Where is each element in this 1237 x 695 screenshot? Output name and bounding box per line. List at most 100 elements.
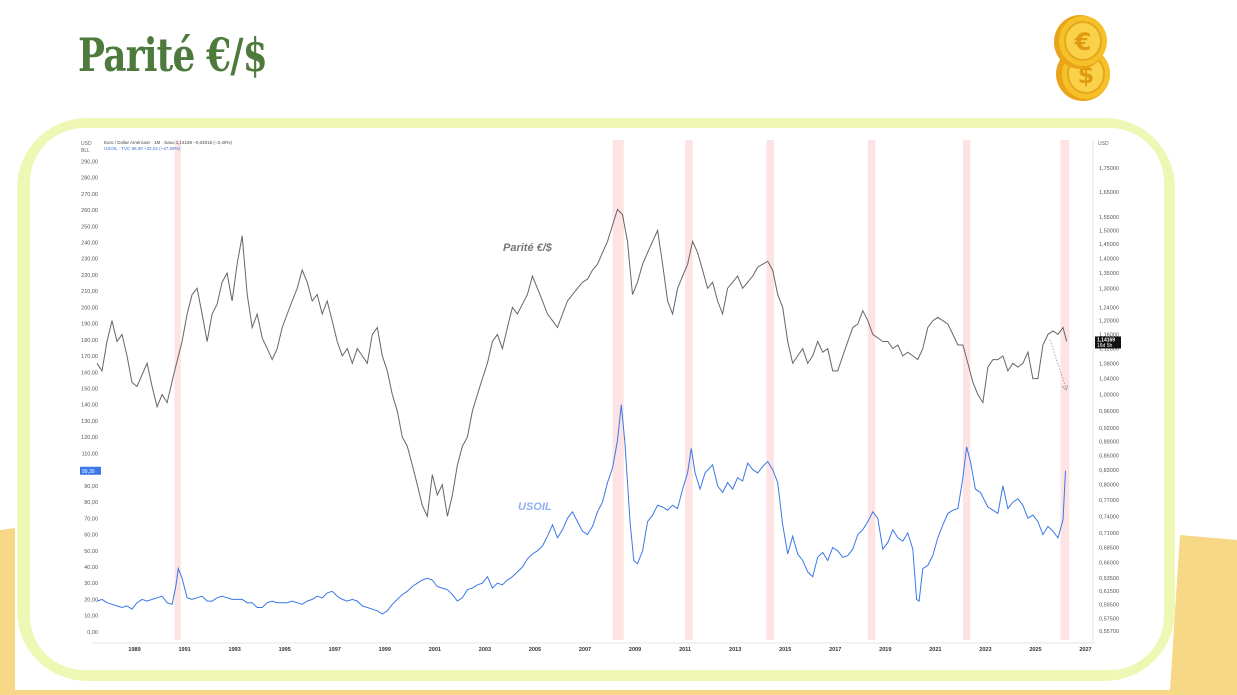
x-tick-label: 1997 xyxy=(329,647,341,653)
right-tick-label: 0,77000 xyxy=(1099,498,1119,504)
right-tick-label: 0,74000 xyxy=(1099,514,1119,520)
x-tick-label: 2025 xyxy=(1029,647,1041,653)
right-axis-ticks: 1,75000 1,65000 1,55000 1,50000 1,45000 1,400… xyxy=(1099,166,1119,635)
right-tick-label: 0,61500 xyxy=(1099,589,1119,595)
left-tick-label: 230,00 xyxy=(81,257,98,263)
right-tick-label: 0,80000 xyxy=(1099,483,1119,489)
right-tick-label: 1,30000 xyxy=(1099,286,1119,292)
left-tick-label: 120,00 xyxy=(81,435,98,441)
left-tick-label: 260,00 xyxy=(81,208,98,214)
last-price-badge xyxy=(1095,336,1121,349)
right-tick-label: 0,57500 xyxy=(1099,616,1119,622)
right-tick-label: 0,92000 xyxy=(1099,426,1119,432)
left-tick-label: 220,00 xyxy=(81,273,98,279)
left-tick-label: 70,00 xyxy=(84,516,98,522)
highlight-band xyxy=(766,140,774,640)
left-tick-label: 280,00 xyxy=(81,176,98,182)
page-title: Parité €/$ xyxy=(78,28,268,82)
x-tick-label: 2019 xyxy=(879,647,891,653)
x-tick-label: 2027 xyxy=(1079,647,1091,653)
x-tick-label: 2017 xyxy=(829,647,841,653)
right-tick-label: 1,75000 xyxy=(1099,166,1119,172)
right-tick-label: 0,96000 xyxy=(1099,409,1119,415)
x-tick-label: 2009 xyxy=(629,647,641,653)
x-axis-ticks: 1989 1991 1993 1995 1997 1999 2001 2003 2005 2007… xyxy=(128,647,1091,653)
left-tick-label: 40,00 xyxy=(84,565,98,571)
x-tick-label: 1989 xyxy=(128,647,140,653)
left-tick-label: 90,00 xyxy=(84,484,98,490)
highlight-bands xyxy=(174,140,1070,640)
x-tick-label: 2021 xyxy=(929,647,941,653)
right-tick-label: 1,45000 xyxy=(1099,242,1119,248)
projection-arrowhead xyxy=(1061,384,1069,391)
x-tick-label: 1999 xyxy=(379,647,391,653)
right-tick-label: 1,16000 xyxy=(1099,332,1119,338)
right-tick-label: 0,68500 xyxy=(1099,546,1119,552)
right-tick-label: 1,12000 xyxy=(1099,347,1119,353)
svg-text:€: € xyxy=(1074,28,1092,56)
right-tick-label: 1,04000 xyxy=(1099,377,1119,383)
legend-usoil: USOIL · TVC 99,30 +32,02 (+47,59%) xyxy=(104,146,181,151)
highlight-band xyxy=(685,140,693,640)
highlight-band xyxy=(612,140,624,640)
x-tick-label: 2001 xyxy=(429,647,441,653)
left-tick-label: 250,00 xyxy=(81,224,98,230)
x-tick-label: 2005 xyxy=(529,647,541,653)
legend-eurusd: Euro / Dollar Américain · 1M · Saxo 1,14… xyxy=(104,140,232,145)
right-tick-label: 0,83000 xyxy=(1099,468,1119,474)
euro-dollar-coins-icon: $ € xyxy=(1054,15,1110,101)
annotation-usoil: USOIL xyxy=(518,501,552,513)
usoil-price-label: 99,30 xyxy=(82,469,95,475)
right-tick-label: 0,71000 xyxy=(1099,531,1119,537)
right-tick-label: 0,59500 xyxy=(1099,602,1119,608)
right-tick-label: 0,89000 xyxy=(1099,440,1119,446)
right-axis-unit: USD xyxy=(1098,141,1109,147)
last-price-label: 1,14169 xyxy=(1097,337,1115,343)
usoil-price-badge xyxy=(80,466,101,475)
right-tick-label: 1,24000 xyxy=(1099,305,1119,311)
right-tick-label: 1,65000 xyxy=(1099,190,1119,196)
highlight-band xyxy=(174,140,181,640)
right-tick-label: 1,20000 xyxy=(1099,319,1119,325)
left-tick-label: 50,00 xyxy=(84,549,98,555)
x-tick-label: 2007 xyxy=(579,647,591,653)
left-tick-label: 190,00 xyxy=(81,322,98,328)
left-tick-label: 140,00 xyxy=(81,403,98,409)
chart-legend: Euro / Dollar Américain · 1M · Saxo 1,14… xyxy=(104,140,232,152)
right-tick-label: 1,40000 xyxy=(1099,256,1119,262)
highlight-band xyxy=(867,140,876,640)
left-tick-label: 110,00 xyxy=(82,451,98,457)
chart-panel xyxy=(30,128,1164,670)
left-tick-label: 270,00 xyxy=(81,192,98,198)
x-tick-label: 2015 xyxy=(779,647,791,653)
right-tick-label: 0,63500 xyxy=(1099,576,1119,582)
x-tick-label: 2011 xyxy=(679,647,691,653)
left-axis-unit: USD xyxy=(81,141,92,147)
left-tick-label: 170,00 xyxy=(81,354,98,360)
left-tick-label: 290,00 xyxy=(81,159,98,165)
highlight-band xyxy=(1060,140,1070,640)
right-tick-label: 1,50000 xyxy=(1099,228,1119,234)
highlight-band xyxy=(962,140,971,640)
left-axis-unit-2: BLL xyxy=(81,148,90,154)
x-tick-label: 1993 xyxy=(229,647,241,653)
left-tick-label: 20,00 xyxy=(84,597,98,603)
left-tick-label: 80,00 xyxy=(84,500,98,506)
right-tick-label: 1,08000 xyxy=(1099,361,1119,367)
left-tick-label: 240,00 xyxy=(81,240,98,246)
left-tick-label: 0,00 xyxy=(87,630,98,636)
right-tick-label: 0,55700 xyxy=(1099,629,1119,635)
last-price-countdown: 16d 5h xyxy=(1097,343,1113,349)
projection-arrow xyxy=(1049,339,1067,389)
x-tick-label: 2023 xyxy=(979,647,991,653)
left-tick-label: 200,00 xyxy=(81,305,98,311)
x-tick-label: 2013 xyxy=(729,647,741,653)
annotation-eurusd: Parité €/$ xyxy=(503,242,553,254)
left-tick-label: 130,00 xyxy=(81,419,98,425)
right-tick-label: 1,00000 xyxy=(1099,392,1119,398)
right-tick-label: 0,66000 xyxy=(1099,561,1119,567)
series-line-usoil xyxy=(96,404,1066,615)
left-axis-ticks: 0,00 10,00 20,00 30,00 40,00 50,00 60,00 70,00 8… xyxy=(81,159,98,636)
left-tick-label: 150,00 xyxy=(81,387,98,393)
